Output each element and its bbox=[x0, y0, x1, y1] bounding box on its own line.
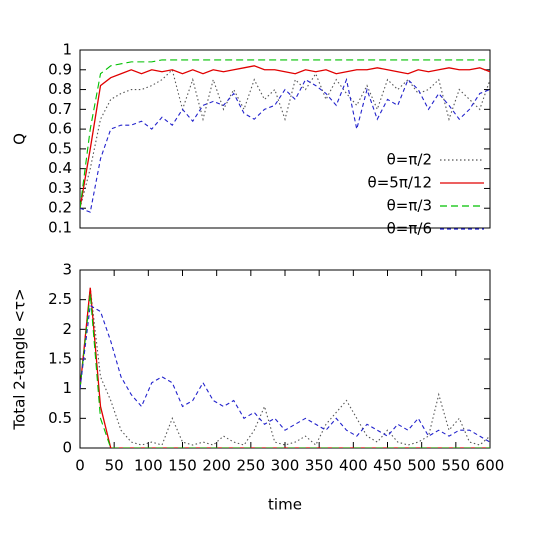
y-tick-label: 0.3 bbox=[48, 179, 72, 197]
x-tick-label: 100 bbox=[134, 457, 163, 475]
series-line bbox=[80, 65, 490, 209]
legend-label: θ=π/6 bbox=[387, 220, 432, 238]
y-tick-label: 0.1 bbox=[48, 219, 72, 237]
y-tick-label: 0.5 bbox=[48, 409, 72, 427]
legend-label: θ=π/3 bbox=[387, 197, 432, 215]
series-line bbox=[80, 304, 490, 443]
plot-frame bbox=[79, 49, 491, 229]
x-tick-label: 200 bbox=[202, 457, 231, 475]
series-line bbox=[80, 59, 490, 209]
series-line bbox=[80, 77, 490, 213]
series-line bbox=[80, 293, 490, 448]
x-tick-label: 300 bbox=[271, 457, 300, 475]
y-tick-label: 1 bbox=[62, 379, 72, 397]
series-line bbox=[80, 287, 490, 448]
x-tick-label: 400 bbox=[339, 457, 368, 475]
y-tick-label: 0.4 bbox=[48, 159, 72, 177]
y-tick-label: 1 bbox=[62, 41, 72, 59]
y-axis-label: Total 2-tangle <τ> bbox=[11, 288, 29, 430]
x-tick-label: 600 bbox=[476, 457, 505, 475]
x-tick-label: 550 bbox=[442, 457, 471, 475]
y-tick-label: 0 bbox=[62, 439, 72, 457]
y-tick-label: 0.5 bbox=[48, 139, 72, 157]
x-tick-label: 150 bbox=[168, 457, 197, 475]
y-tick-label: 0.8 bbox=[48, 80, 72, 98]
legend-label: θ=π/2 bbox=[387, 151, 432, 169]
y-tick-label: 0.9 bbox=[48, 60, 72, 78]
plot-frame bbox=[79, 269, 491, 449]
x-tick-label: 250 bbox=[237, 457, 266, 475]
x-axis-label: time bbox=[268, 496, 302, 514]
y-tick-label: 0.6 bbox=[48, 120, 72, 138]
y-tick-label: 2 bbox=[62, 320, 72, 338]
y-axis-label: Q bbox=[11, 133, 29, 145]
y-tick-label: 2.5 bbox=[48, 290, 72, 308]
x-tick-label: 0 bbox=[75, 457, 85, 475]
x-tick-label: 500 bbox=[407, 457, 436, 475]
legend-label: θ=5π/12 bbox=[368, 174, 432, 192]
x-tick-label: 450 bbox=[373, 457, 402, 475]
y-tick-label: 3 bbox=[62, 261, 72, 279]
series-line bbox=[80, 287, 490, 446]
y-tick-label: 0.7 bbox=[48, 100, 72, 118]
x-tick-label: 50 bbox=[105, 457, 124, 475]
series-line bbox=[80, 68, 490, 209]
y-tick-label: 1.5 bbox=[48, 350, 72, 368]
x-tick-label: 350 bbox=[305, 457, 334, 475]
y-tick-label: 0.2 bbox=[48, 199, 72, 217]
